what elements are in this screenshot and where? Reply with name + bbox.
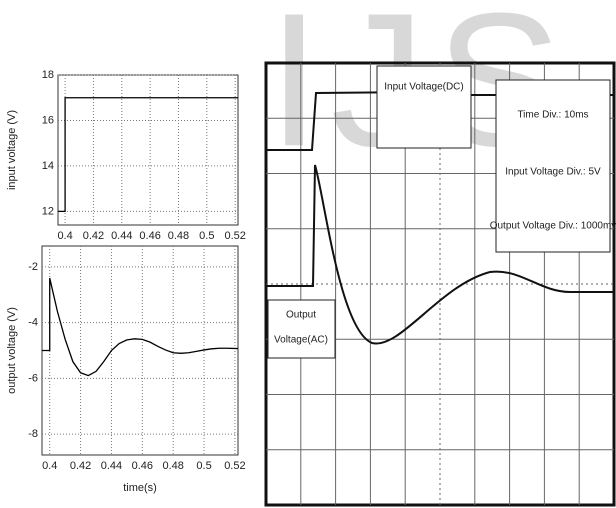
x-tick-label: 0.4 bbox=[42, 460, 57, 472]
x-tick-label: 0.46 bbox=[132, 460, 153, 472]
label-box bbox=[377, 66, 471, 148]
x-tick-label: 0.4 bbox=[57, 230, 72, 242]
figure: IJS Input Voltage(DC) Time Div.: 10ms In… bbox=[0, 0, 616, 508]
x-tick-label: 0.5 bbox=[199, 230, 214, 242]
y-tick-label: 16 bbox=[42, 114, 54, 126]
input-div: Input Voltage Div.: 5V bbox=[505, 167, 601, 178]
chart: -8 -6 -4 -2 0.4 0.42 0.44 0.46 0.48 0.5 0.52 output… bbox=[6, 246, 246, 494]
output-div: Output Voltage Div.: 1000mv bbox=[490, 221, 616, 232]
x-tick-label: 0.46 bbox=[139, 230, 160, 242]
output-label: Output bbox=[286, 310, 316, 321]
y-tick-label: -6 bbox=[28, 372, 38, 384]
chart: 12 14 16 18 0.4 0.42 0.44 0.46 0.48 0.5 0.52 input … bbox=[6, 69, 246, 242]
x-tick-label: 0.42 bbox=[83, 230, 104, 242]
y-axis-label: input voltage (V) bbox=[6, 110, 18, 190]
x-tick-label: 0.52 bbox=[224, 230, 245, 242]
x-tick-label: 0.5 bbox=[196, 460, 211, 472]
y-tick-label: 14 bbox=[42, 160, 54, 172]
y-tick-label: -4 bbox=[28, 317, 38, 329]
y-tick-label: -8 bbox=[28, 428, 38, 440]
input-label: Input Voltage(DC) bbox=[384, 82, 464, 93]
x-tick-label: 0.48 bbox=[162, 460, 183, 472]
x-tick-label: 0.44 bbox=[111, 230, 132, 242]
y-tick-label: 18 bbox=[42, 69, 54, 81]
output-label: Voltage(AC) bbox=[274, 335, 328, 346]
time-div: Time Div.: 10ms bbox=[517, 110, 588, 121]
plot-area bbox=[42, 246, 238, 455]
y-tick-label: 12 bbox=[42, 205, 54, 217]
x-tick-label: 0.42 bbox=[70, 460, 91, 472]
x-tick-label: 0.44 bbox=[101, 460, 122, 472]
y-axis-label: output voltage (V) bbox=[6, 307, 18, 394]
x-tick-label: 0.48 bbox=[168, 230, 189, 242]
y-tick-label: -2 bbox=[28, 261, 38, 273]
x-axis-label: time(s) bbox=[123, 482, 157, 494]
x-tick-label: 0.52 bbox=[224, 460, 245, 472]
